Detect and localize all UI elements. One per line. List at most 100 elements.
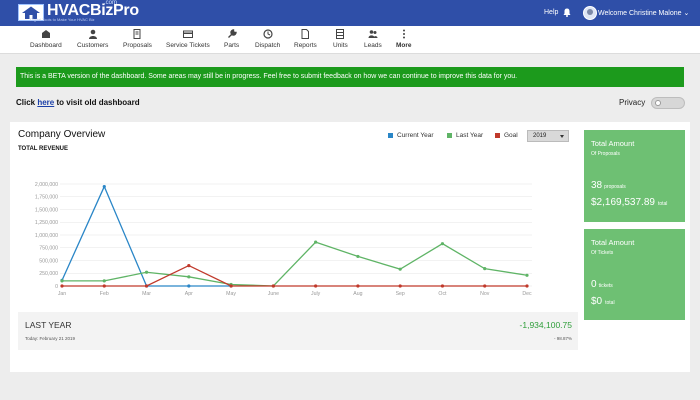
legend-last-year[interactable]: Last Year xyxy=(447,132,483,139)
proposal-icon xyxy=(133,29,141,39)
app-logo[interactable]: HVACBizPro xyxy=(18,3,139,21)
x-tick-label: June xyxy=(268,291,279,297)
x-tick-label: Mar xyxy=(142,291,151,297)
last-year-percent: - 98.87% xyxy=(553,336,572,341)
x-tick-label: Apr xyxy=(185,291,193,297)
old-dashboard-prefix: Click xyxy=(16,98,38,107)
data-point-last-year xyxy=(314,240,318,244)
nav-item-dispatch[interactable]: Dispatch xyxy=(255,29,280,49)
nav-label: Units xyxy=(333,42,348,49)
data-point-goal xyxy=(525,284,529,288)
y-tick-label: 250,000 xyxy=(39,271,58,277)
beta-banner: This is a BETA version of the dashboard.… xyxy=(16,67,684,87)
dispatch-icon xyxy=(263,29,273,39)
nav-item-leads[interactable]: Leads xyxy=(364,29,382,49)
x-tick-label: Nov xyxy=(480,291,490,297)
old-dashboard-suffix: to visit old dashboard xyxy=(54,98,140,107)
help-link[interactable]: Help xyxy=(544,9,559,16)
tickets-card[interactable]: Total Amount Of Tickets 0 tickets $0 total xyxy=(584,229,685,320)
avatar[interactable] xyxy=(583,6,597,20)
nav-item-dashboard[interactable]: Dashboard xyxy=(30,29,62,49)
x-tick-label: Aug xyxy=(353,291,362,297)
y-tick-label: 1,750,000 xyxy=(35,195,58,201)
total-revenue-title: TOTAL REVENUE xyxy=(18,146,69,152)
data-point-goal xyxy=(398,284,402,288)
x-tick-label: Oct xyxy=(438,291,447,297)
data-point-goal xyxy=(102,284,106,288)
old-dashboard-link[interactable]: here xyxy=(37,98,55,107)
data-point-goal xyxy=(60,284,64,288)
legend-current-year[interactable]: Current Year xyxy=(388,132,434,139)
data-point-goal xyxy=(440,284,445,288)
data-point-last-year xyxy=(483,267,487,271)
welcome-text: Welcome Christine Malone xyxy=(598,10,682,17)
proposals-amount: $2,169,537.89 total xyxy=(591,197,668,208)
nav-item-service-tickets[interactable]: Service Tickets xyxy=(166,29,210,49)
tickets-count: 0 tickets xyxy=(591,279,613,290)
caret-down-icon xyxy=(560,135,564,138)
nav-item-customers[interactable]: Customers xyxy=(77,29,108,49)
privacy-toggle[interactable] xyxy=(651,97,685,109)
data-point-last-year xyxy=(356,254,360,259)
legend-label: Current Year xyxy=(397,132,434,139)
data-point-last-year xyxy=(60,279,64,283)
old-dashboard-notice: Click here to visit old dashboard xyxy=(16,98,140,107)
wrench-icon xyxy=(227,29,237,38)
user-menu[interactable]: Welcome Christine Malone ⌄ xyxy=(598,9,689,17)
legend-swatch xyxy=(388,133,393,138)
bell-icon[interactable] xyxy=(563,8,571,17)
series-line-goal xyxy=(62,264,527,287)
last-year-summary: LAST YEAR Today: February 21 2019 -1,934… xyxy=(18,312,578,350)
vertical-dots-icon xyxy=(402,29,405,39)
card-subtitle: Of Tickets xyxy=(591,250,614,256)
legend-goal[interactable]: Goal xyxy=(495,132,518,139)
leads-icon xyxy=(368,30,378,38)
legend-swatch xyxy=(447,133,452,138)
last-year-label: LAST YEAR xyxy=(25,320,72,330)
nav-label: More xyxy=(396,42,412,49)
legend-label: Last Year xyxy=(456,132,484,139)
units-icon xyxy=(336,29,345,39)
proposals-count: 38 proposals xyxy=(591,180,626,191)
card-title: Total Amount xyxy=(591,139,635,148)
y-tick-label: 1,500,000 xyxy=(35,207,58,213)
nav-label: Leads xyxy=(364,42,382,49)
data-point-goal xyxy=(483,284,487,288)
data-point-current-year xyxy=(102,184,106,189)
nav-label: Parts xyxy=(224,42,240,49)
data-point-last-year xyxy=(187,275,191,279)
nav-label: Customers xyxy=(77,42,109,49)
proposals-card[interactable]: Total Amount Of Proposals 38 proposals $2… xyxy=(584,130,685,222)
y-tick-label: 1,000,000 xyxy=(35,233,58,239)
data-point-last-year xyxy=(144,270,149,274)
legend-swatch xyxy=(495,133,500,138)
company-overview-panel: 0 250,000 500,000 750,000 1,000,000 1,250,000… xyxy=(10,122,690,372)
today-date: Today: February 21 2019 xyxy=(25,336,76,341)
dashboard-icon xyxy=(41,30,50,38)
nav-item-more[interactable]: More xyxy=(396,29,412,49)
card-title: Total Amount xyxy=(591,238,635,247)
data-point-last-year xyxy=(525,273,529,277)
document-icon xyxy=(301,29,310,39)
data-point-last-year xyxy=(398,267,402,271)
nav-item-units[interactable]: Units xyxy=(333,29,348,49)
data-point-last-year xyxy=(102,279,106,283)
x-tick-label: Dec xyxy=(522,291,532,297)
chevron-down-icon: ⌄ xyxy=(681,10,690,17)
nav-label: Reports xyxy=(294,42,317,49)
year-select[interactable]: 2019 xyxy=(527,130,569,142)
x-tick-label: Feb xyxy=(100,291,109,297)
x-tick-label: May xyxy=(226,291,236,297)
year-select-value: 2019 xyxy=(533,133,547,139)
y-tick-label: 2,000,000 xyxy=(35,182,58,188)
nav-label: Service Tickets xyxy=(166,42,210,49)
last-year-value: -1,934,100.75 xyxy=(519,320,572,330)
nav-label: Dispatch xyxy=(255,42,281,49)
nav-label: Dashboard xyxy=(30,42,62,49)
nav-item-proposals[interactable]: Proposals xyxy=(123,29,152,49)
top-bar: HVACBizPro .com Digital Tools to Make Yo… xyxy=(0,0,700,26)
nav-item-parts[interactable]: Parts xyxy=(224,29,239,49)
data-point-goal xyxy=(187,264,191,268)
data-point-current-year xyxy=(187,284,191,288)
nav-item-reports[interactable]: Reports xyxy=(294,29,317,49)
